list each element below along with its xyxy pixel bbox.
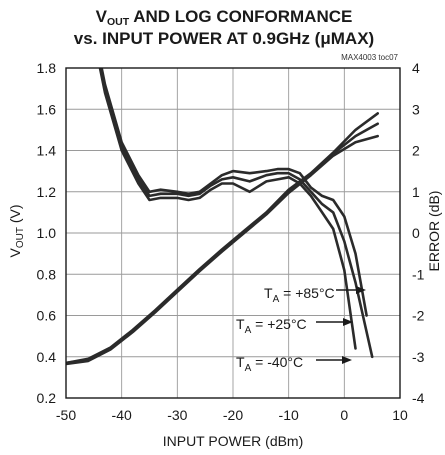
y-tick-label-right: 1 [412, 184, 420, 200]
y-tick-label-left: 0.6 [37, 308, 57, 324]
annotation-arrowhead [342, 356, 352, 364]
y-tick-label-right: -1 [412, 266, 425, 282]
annotation-label: TA = -40°C [236, 354, 303, 374]
y-tick-label-right: 0 [412, 225, 420, 241]
axis-ticks: -50 -40 -30 -20 -10 0 100.20.40.60.81.01.21.41… [37, 60, 425, 423]
y-tick-label-left: 0.8 [37, 266, 57, 282]
x-tick-label: -10 [279, 407, 299, 423]
plot-frame [65, 67, 401, 399]
vout-line-ta+25c [66, 122, 380, 365]
error-line-ta+25c [99, 68, 374, 359]
y-tick-label-left: 1.4 [37, 143, 57, 159]
y-tick-label-right: 3 [412, 101, 420, 117]
error-line-ta-40c [98, 68, 357, 350]
x-axis-label: INPUT POWER (dBm) [163, 433, 304, 449]
chart-title-line1: VOUT AND LOG CONFORMANCE [96, 7, 353, 28]
x-tick-label: -50 [56, 407, 76, 423]
y-tick-label-left: 1.6 [37, 101, 57, 117]
y-tick-label-left: 0.2 [37, 390, 57, 406]
y-tick-label-right: -4 [412, 390, 425, 406]
annotation-label: TA = +25°C [236, 316, 307, 336]
x-tick-label: -20 [223, 407, 243, 423]
plot-curves [66, 68, 380, 366]
x-tick-label: -40 [112, 407, 132, 423]
annotation-arrowhead [343, 318, 353, 326]
x-tick-label: -30 [167, 407, 187, 423]
x-tick-label: 0 [340, 407, 348, 423]
y-axis-label-right: ERROR (dB) [426, 191, 442, 272]
y-tick-label-left: 1.0 [37, 225, 57, 241]
temperature-annotations: TA = +85°C TA = +25°C TA = -40°C [236, 285, 366, 374]
chart-source-note: MAX4003 toc07 [341, 53, 398, 62]
y-tick-label-left: 1.2 [37, 184, 57, 200]
y-tick-label-left: 0.4 [37, 349, 57, 365]
vout-line-ta-40c [66, 134, 380, 366]
x-tick-label: 10 [392, 407, 408, 423]
y-tick-label-right: 4 [412, 60, 420, 76]
annotation-label: TA = +85°C [264, 285, 335, 305]
y-axis-label-left: VOUT (V) [7, 204, 26, 257]
error-line-ta+85c [100, 68, 368, 317]
y-tick-label-left: 1.8 [37, 60, 57, 76]
y-tick-label-right: -3 [412, 349, 425, 365]
y-tick-label-right: 2 [412, 143, 420, 159]
chart-title-line2: vs. INPUT POWER AT 0.9GHz (μMAX) [74, 29, 374, 48]
y-tick-label-right: -2 [412, 308, 425, 324]
annotation-arrowhead [356, 286, 366, 294]
